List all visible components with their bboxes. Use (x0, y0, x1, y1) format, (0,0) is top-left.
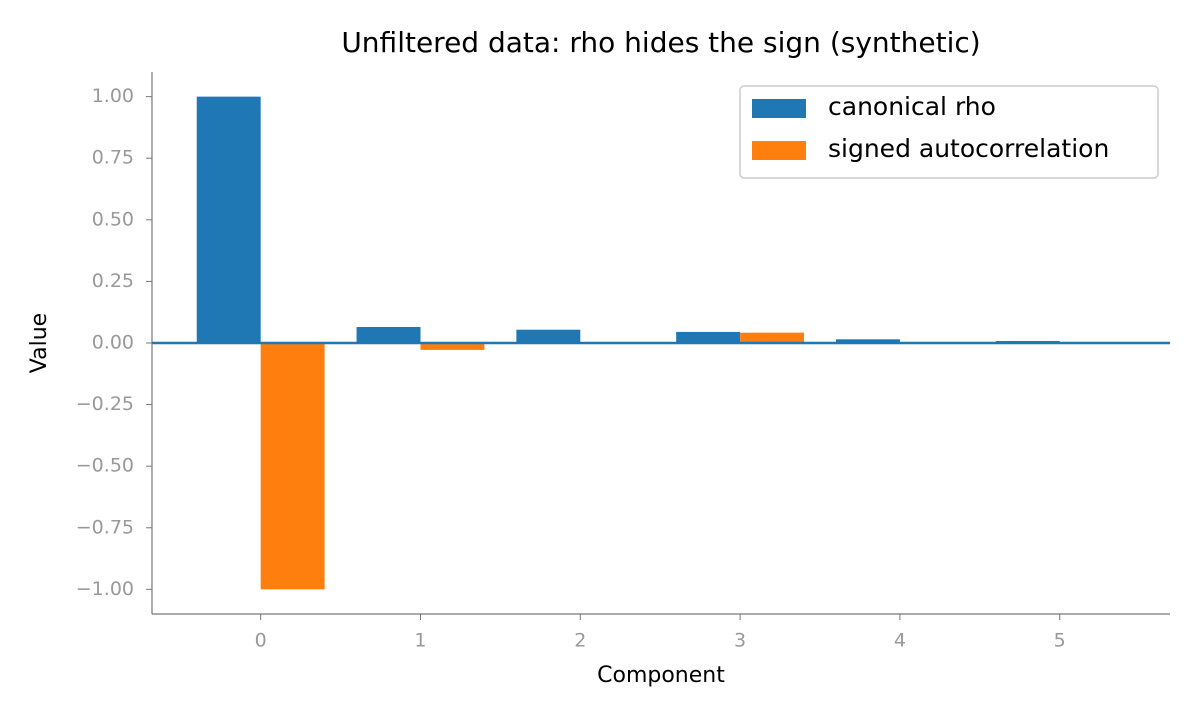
bar (676, 331, 741, 343)
bar (196, 96, 261, 344)
y-tick-label: −0.50 (76, 455, 134, 477)
y-tick-label: 0.00 (92, 332, 134, 354)
x-tick-label: 2 (574, 630, 586, 652)
bar (516, 329, 581, 343)
bar (356, 326, 421, 343)
legend-swatch (752, 99, 806, 118)
bar (835, 339, 900, 343)
y-tick-label: −0.75 (76, 516, 134, 538)
y-tick-label: 0.50 (92, 208, 134, 230)
x-axis-label: Component (597, 663, 725, 688)
legend-label: canonical rho (828, 92, 996, 121)
chart-title: Unfiltered data: rho hides the sign (syn… (341, 26, 980, 59)
legend-box (739, 85, 1159, 179)
y-tick-label: −1.00 (76, 578, 134, 600)
y-tick-label: 0.75 (92, 147, 134, 169)
x-tick-label: 0 (255, 630, 267, 652)
bar (260, 343, 325, 590)
y-tick-label: 1.00 (92, 85, 134, 107)
legend-swatch (752, 141, 806, 160)
bar (420, 343, 485, 350)
y-tick-label: −0.25 (76, 393, 134, 415)
x-tick-label: 1 (414, 630, 426, 652)
y-tick-label: 0.25 (92, 270, 134, 292)
bar (740, 332, 805, 343)
x-tick-label: 3 (734, 630, 746, 652)
y-axis-label: Value (27, 313, 52, 373)
x-tick-label: 5 (1054, 630, 1066, 652)
x-tick-label: 4 (894, 630, 906, 652)
legend-label: signed autocorrelation (828, 134, 1109, 163)
